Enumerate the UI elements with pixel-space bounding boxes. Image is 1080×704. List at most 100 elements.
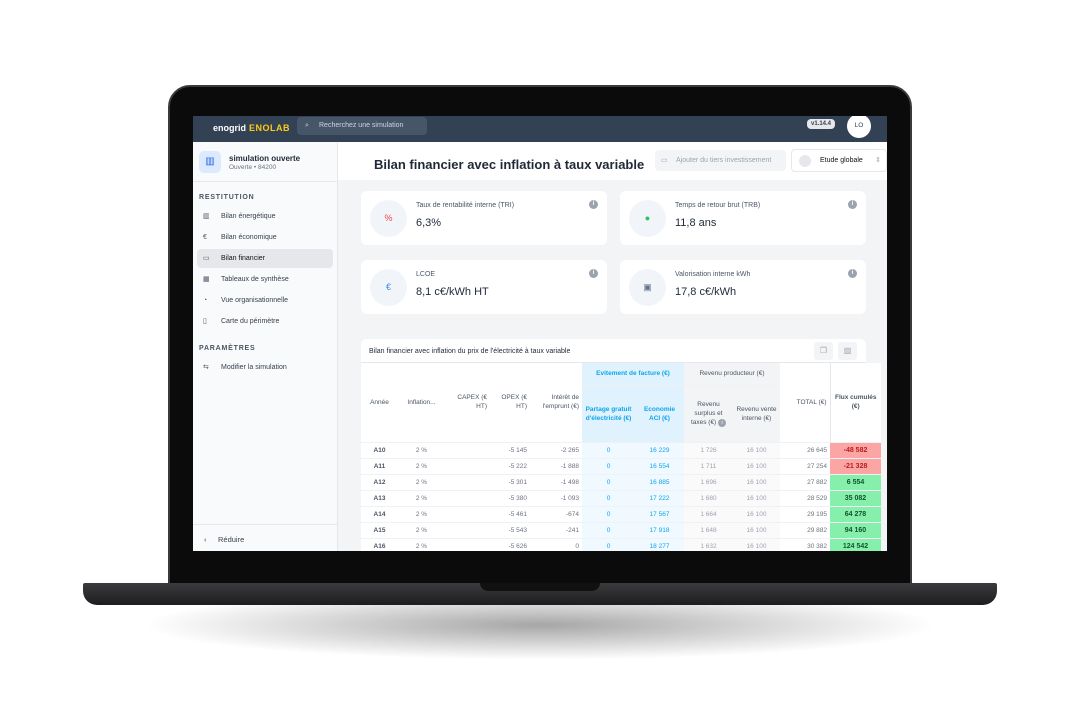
kpi-card-trb: ● Temps de retour brut (TRB) 11,8 ans i [620, 191, 866, 245]
col-flux-cumules: Flux cumulés (€) [829, 363, 881, 443]
sidebar-item-bilan-financier[interactable]: ▭ Bilan financier [197, 249, 333, 268]
top-bar: enogrid ENOLAB ⌕ Recherchez une simulation… [193, 116, 887, 142]
table-cell [445, 474, 490, 491]
table-cell: 94 160 [830, 522, 881, 539]
info-icon[interactable]: i [848, 269, 857, 278]
info-icon[interactable]: i [848, 200, 857, 209]
sidebar-item-vue-organisationnelle[interactable]: ◔ Vue organisationnelle [197, 291, 333, 310]
kpi-label: Valorisation interne kWh [675, 271, 751, 278]
col-revenu-vente: Revenu vente interne (€) [733, 385, 780, 443]
sidebar-item-carte-perimetre[interactable]: ▯ Carte du périmètre [197, 312, 333, 331]
table-cell: -5 222 [490, 458, 530, 475]
table-cell: A15 [361, 522, 398, 539]
table-cell: 16 100 [733, 506, 780, 523]
table-title: Bilan financier avec inflation du prix d… [369, 348, 571, 355]
kpi-value: 8,1 c€/kWh HT [416, 286, 489, 298]
percent-icon: % [370, 200, 407, 237]
collapse-sidebar-button[interactable]: ‹ Réduire [193, 524, 338, 551]
table-cell [445, 506, 490, 523]
col-inflation[interactable]: Inflation... [398, 363, 445, 443]
table-row: A12 2 % -5 301 -1 498 0 16 885 1 696 16 100 27 8… [361, 474, 881, 491]
avatar[interactable]: LO [847, 116, 871, 138]
col-annee: Année [361, 363, 398, 443]
table-cell: 6 554 [830, 474, 881, 491]
page-title: Bilan financier avec inflation à taux va… [374, 157, 645, 172]
table-cell: 2 % [398, 474, 445, 491]
table-cell: 16 554 [635, 458, 684, 475]
table-cell: -5 543 [490, 522, 530, 539]
logo: enogrid ENOLAB [213, 123, 290, 133]
table-cell: 124 542 [830, 538, 881, 551]
section-parametres: PARAMÈTRES [199, 345, 256, 352]
sidebar-item-modifier-simulation[interactable]: ⇆ Modifier la simulation [197, 358, 333, 377]
financial-table: Année Inflation... CAPEX (€ HT) OPEX (€ … [361, 363, 881, 551]
table-cell: 17 222 [635, 490, 684, 507]
map-icon: ▯ [203, 318, 207, 325]
table-cell: 0 [530, 538, 582, 551]
table-icon: ▦ [203, 276, 210, 283]
table-cell: 16 100 [733, 442, 780, 459]
sidebar-item-bilan-economique[interactable]: € Bilan économique [197, 228, 333, 247]
table-row: A11 2 % -5 222 -1 888 0 16 554 1 711 16 100 27 2… [361, 458, 881, 475]
table-cell: -2 265 [530, 442, 582, 459]
table-cell: 16 100 [733, 458, 780, 475]
table-cell: 16 100 [733, 490, 780, 507]
add-investor-button[interactable]: ▭ Ajouter du tiers investissement [655, 150, 786, 171]
money-icon: ▭ [203, 255, 210, 262]
table-cell: -5 461 [490, 506, 530, 523]
table-cell: -48 582 [830, 442, 881, 459]
sidebar-item-bilan-energetique[interactable]: ▥ Bilan énergétique [197, 207, 333, 226]
table-cell: 27 254 [780, 458, 830, 475]
kpi-card-lcoe: € LCOE 8,1 c€/kWh HT i [361, 260, 607, 314]
scope-select[interactable]: Etude globale ⇕ [791, 149, 887, 172]
search-input[interactable]: ⌕ Recherchez une simulation [297, 117, 427, 135]
table-cell: 1 711 [684, 458, 733, 475]
scope-icon [799, 155, 811, 167]
simulation-name: simulation ouverte [229, 154, 301, 163]
kpi-value: 11,8 ans [675, 217, 717, 229]
table-cell: 64 278 [830, 506, 881, 523]
table-cell [445, 442, 490, 459]
table-cell: 16 100 [733, 474, 780, 491]
copy-icon[interactable]: ❐ [814, 342, 833, 360]
table-cell [445, 458, 490, 475]
table-cell: -5 380 [490, 490, 530, 507]
table-cell: 2 % [398, 506, 445, 523]
table-cell: 26 645 [780, 442, 830, 459]
building-icon: ▥ [199, 151, 221, 173]
cash-icon: ▣ [629, 269, 666, 306]
info-icon[interactable]: i [589, 200, 598, 209]
euro-circle-icon: € [370, 269, 407, 306]
table-cell: 0 [582, 442, 635, 459]
table-cell: 2 % [398, 442, 445, 459]
info-icon[interactable]: i [718, 419, 727, 427]
col-interet: Intérêt de l'emprunt (€) [530, 363, 582, 443]
image-export-icon[interactable]: ▨ [838, 342, 857, 360]
table-cell: -5 626 [490, 538, 530, 551]
table-cell: 2 % [398, 522, 445, 539]
table-cell: A10 [361, 442, 398, 459]
table-cell: A14 [361, 506, 398, 523]
table-row: A16 2 % -5 626 0 0 18 277 1 632 16 100 30 382 124… [361, 538, 881, 551]
clock-icon: ● [629, 200, 666, 237]
table-cell: 1 648 [684, 522, 733, 539]
table-cell: 0 [582, 474, 635, 491]
table-cell: 16 100 [733, 522, 780, 539]
kpi-label: LCOE [416, 271, 436, 278]
table-cell [445, 490, 490, 507]
table-cell: 0 [582, 506, 635, 523]
table-cell: 16 229 [635, 442, 684, 459]
chevron-updown-icon: ⇕ [875, 157, 881, 164]
info-icon[interactable]: i [589, 269, 598, 278]
laptop-notch [480, 583, 600, 591]
pie-icon: ◔ [203, 297, 208, 304]
sidebar-item-tableaux-synthese[interactable]: ▦ Tableaux de synthèse [197, 270, 333, 289]
table-cell: 17 567 [635, 506, 684, 523]
table-cell: -5 301 [490, 474, 530, 491]
table-cell [445, 522, 490, 539]
group-revenu-producteur: Revenu producteur (€) [684, 363, 780, 386]
table-cell: 1 632 [684, 538, 733, 551]
table-cell: 0 [582, 538, 635, 551]
col-opex: OPEX (€ HT) [490, 363, 530, 443]
table-cell: 35 082 [830, 490, 881, 507]
